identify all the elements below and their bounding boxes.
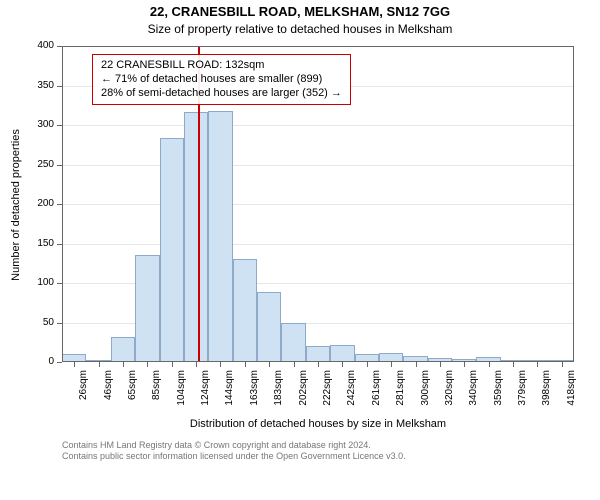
chart-area: 22 CRANESBILL ROAD: 132sqm← 71% of detac…	[62, 46, 574, 362]
x-tick	[489, 362, 490, 367]
x-tick-label: 183sqm	[273, 370, 284, 406]
x-tick-label: 379sqm	[517, 370, 528, 406]
x-axis-label: Distribution of detached houses by size …	[62, 418, 574, 430]
x-tick	[342, 362, 343, 367]
x-tick	[513, 362, 514, 367]
x-tick	[464, 362, 465, 367]
y-tick-label: 100	[14, 277, 54, 288]
x-tick-label: 398sqm	[541, 370, 552, 406]
x-tick	[416, 362, 417, 367]
x-tick-label: 104sqm	[176, 370, 187, 406]
x-tick-label: 300sqm	[420, 370, 431, 406]
x-tick-label: 26sqm	[78, 370, 89, 400]
x-tick-label: 242sqm	[346, 370, 357, 406]
y-tick-label: 200	[14, 198, 54, 209]
x-tick	[74, 362, 75, 367]
footer-credits: Contains HM Land Registry data © Crown c…	[62, 440, 574, 463]
annotation-line: ← 71% of detached houses are smaller (89…	[101, 73, 342, 87]
x-tick	[196, 362, 197, 367]
page-title: 22, CRANESBILL ROAD, MELKSHAM, SN12 7GG	[0, 4, 600, 19]
annotation-line: 28% of semi-detached houses are larger (…	[101, 87, 342, 101]
x-tick	[440, 362, 441, 367]
x-tick-label: 340sqm	[468, 370, 479, 406]
x-tick	[537, 362, 538, 367]
x-tick	[391, 362, 392, 367]
x-tick	[562, 362, 563, 367]
x-tick	[123, 362, 124, 367]
x-tick-label: 222sqm	[322, 370, 333, 406]
x-tick-label: 281sqm	[395, 370, 406, 406]
y-tick-label: 350	[14, 80, 54, 91]
x-tick-label: 163sqm	[249, 370, 260, 406]
footer-line-1: Contains HM Land Registry data © Crown c…	[62, 440, 574, 451]
x-tick-label: 65sqm	[127, 370, 138, 400]
y-tick-label: 150	[14, 238, 54, 249]
x-tick	[172, 362, 173, 367]
annotation-line: 22 CRANESBILL ROAD: 132sqm	[101, 59, 342, 73]
x-tick-label: 85sqm	[151, 370, 162, 400]
x-tick-label: 124sqm	[200, 370, 211, 406]
y-tick-label: 300	[14, 119, 54, 130]
y-tick-label: 400	[14, 40, 54, 51]
x-tick	[245, 362, 246, 367]
y-tick-label: 0	[14, 356, 54, 367]
x-tick	[220, 362, 221, 367]
y-tick-label: 50	[14, 317, 54, 328]
x-tick-label: 261sqm	[371, 370, 382, 406]
y-tick	[57, 362, 62, 363]
footer-line-2: Contains public sector information licen…	[62, 451, 574, 462]
x-tick	[294, 362, 295, 367]
x-tick	[318, 362, 319, 367]
x-tick-label: 46sqm	[103, 370, 114, 400]
x-tick	[147, 362, 148, 367]
page-subtitle: Size of property relative to detached ho…	[0, 22, 600, 36]
x-tick-label: 202sqm	[298, 370, 309, 406]
x-tick-label: 144sqm	[224, 370, 235, 406]
x-tick-label: 320sqm	[444, 370, 455, 406]
x-tick-label: 359sqm	[493, 370, 504, 406]
x-tick	[99, 362, 100, 367]
x-tick	[269, 362, 270, 367]
x-tick	[367, 362, 368, 367]
annotation-box: 22 CRANESBILL ROAD: 132sqm← 71% of detac…	[92, 54, 351, 105]
x-tick-label: 418sqm	[566, 370, 577, 406]
y-tick-label: 250	[14, 159, 54, 170]
